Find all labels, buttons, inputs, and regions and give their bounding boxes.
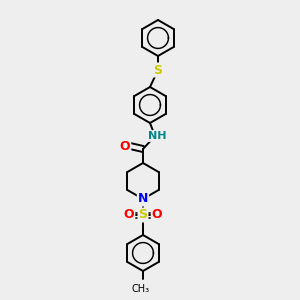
Text: S: S <box>139 208 148 221</box>
Text: O: O <box>120 140 130 152</box>
Text: S: S <box>154 64 163 76</box>
Text: NH: NH <box>148 131 166 141</box>
Text: CH₃: CH₃ <box>132 284 150 294</box>
Text: N: N <box>138 193 148 206</box>
Text: O: O <box>124 208 134 221</box>
Text: O: O <box>152 208 162 221</box>
